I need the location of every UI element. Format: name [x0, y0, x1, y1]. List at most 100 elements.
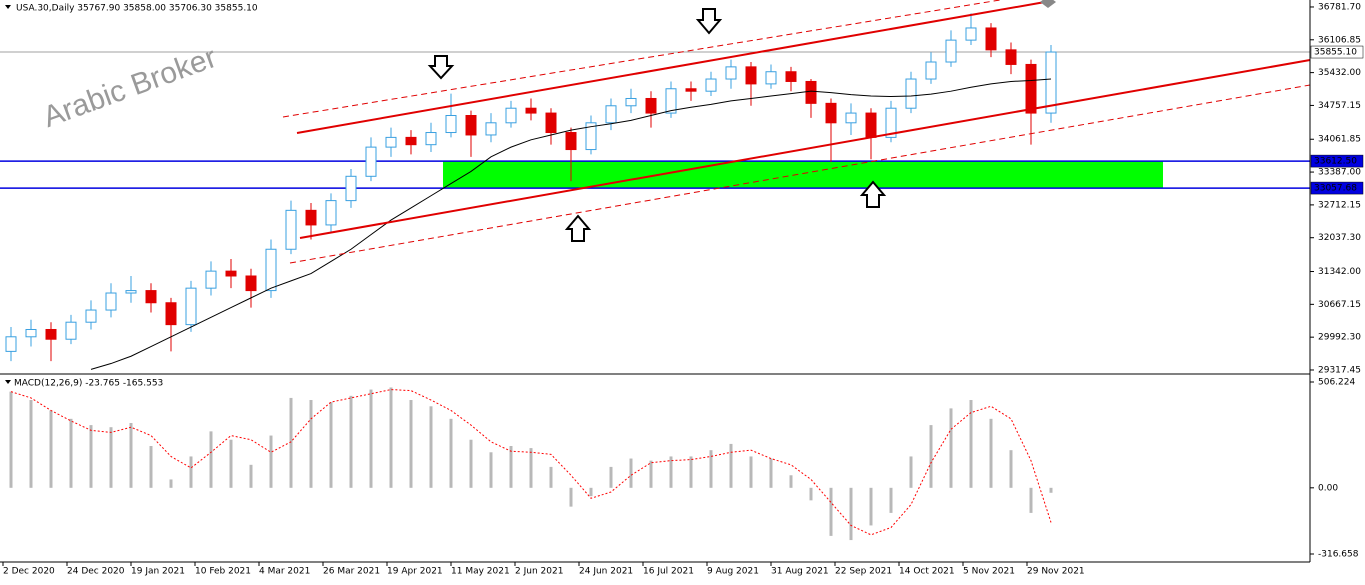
price-level-tag	[1310, 45, 1364, 59]
macd-bar	[349, 395, 353, 488]
macd-y-tick-label: 0.00	[1318, 483, 1338, 493]
x-tick-label: 9 Aug 2021	[707, 567, 759, 577]
macd-bar	[929, 425, 933, 488]
candle-body	[645, 97, 657, 114]
macd-bar	[809, 487, 813, 501]
macd-bar	[69, 418, 73, 488]
macd-bar	[1029, 487, 1033, 513]
arrow-down	[427, 55, 455, 80]
candle-body	[945, 39, 957, 63]
candle-body	[5, 336, 17, 352]
candle-body	[1045, 51, 1057, 114]
candle-body	[25, 328, 37, 338]
macd-bar	[729, 443, 733, 488]
candle-body	[225, 270, 237, 277]
x-tick-label: 19 Jan 2021	[131, 567, 185, 577]
macd-bar	[669, 456, 673, 488]
macd-bar	[1009, 450, 1013, 488]
candle-body	[525, 107, 537, 114]
macd-bar	[709, 450, 713, 488]
moving-average	[90, 78, 1052, 370]
candle-body	[325, 200, 337, 226]
price-level-label: 33612.50	[1314, 157, 1357, 167]
x-tick-label: 11 May 2021	[451, 567, 510, 577]
symbol-icon	[5, 5, 11, 9]
macd-bar	[769, 458, 773, 488]
macd-bar	[109, 427, 113, 488]
price-level-label: 35855.10	[1314, 48, 1357, 58]
macd-bar	[49, 410, 53, 488]
candle-layer	[5, 13, 1057, 541]
macd-y-tick-label: 506.224	[1318, 377, 1355, 387]
candle-body	[545, 112, 557, 134]
macd-bar	[869, 487, 873, 526]
chart-title: USA.30,Daily 35767.90 35858.00 35706.30 …	[16, 4, 258, 14]
x-tick-label: 2 Jun 2021	[515, 567, 563, 577]
macd-bar	[649, 460, 653, 488]
macd-bar	[189, 456, 193, 488]
macd-bar	[829, 487, 833, 536]
y-tick-label: 35432.00	[1318, 68, 1361, 78]
macd-bar	[309, 400, 313, 488]
arrow-down	[695, 8, 723, 35]
candle-body	[1025, 63, 1037, 114]
macd-bar	[989, 418, 993, 488]
x-tick-label: 5 Nov 2021	[963, 567, 1015, 577]
candle-body	[365, 146, 377, 177]
candle-body	[865, 112, 877, 138]
candle-body	[165, 302, 177, 326]
macd-bar	[449, 418, 453, 488]
x-tick-label: 29 Nov 2021	[1027, 567, 1085, 577]
candle-body	[885, 107, 897, 138]
y-tick-label: 30667.15	[1318, 300, 1361, 310]
macd-bar	[969, 400, 973, 488]
macd-bar	[749, 456, 753, 488]
candle-body	[85, 309, 97, 323]
y-tick-label: 32037.30	[1318, 233, 1361, 243]
macd-bar	[389, 387, 393, 488]
macd-bar	[549, 466, 553, 488]
x-tick-label: 4 Mar 2021	[259, 567, 310, 577]
trend-line	[296, 1, 1046, 134]
candle-body	[125, 290, 137, 294]
y-tick-label: 29992.30	[1318, 333, 1361, 343]
candle-body	[605, 105, 617, 124]
candle-body	[345, 175, 357, 202]
macd-bar	[289, 397, 293, 488]
macd-bar	[269, 435, 273, 488]
macd-bar	[889, 487, 893, 513]
macd-bar	[569, 487, 573, 507]
indicator-icon	[5, 380, 11, 384]
candle-body	[585, 122, 597, 151]
y-tick-label: 34061.85	[1318, 135, 1361, 145]
line-handle	[1040, 0, 1056, 8]
candle-body	[405, 136, 417, 146]
x-tick-label: 24 Jun 2021	[579, 567, 633, 577]
macd-bar	[949, 408, 953, 488]
candle-body	[265, 248, 277, 292]
candle-body	[485, 122, 497, 136]
macd-bar	[229, 439, 233, 488]
candle-body	[625, 97, 637, 107]
candle-body	[185, 287, 197, 326]
price-level-label: 33057.68	[1314, 184, 1357, 194]
x-tick-label: 10 Feb 2021	[195, 567, 251, 577]
price-level-tag	[1310, 181, 1364, 195]
candle-body	[1005, 49, 1017, 65]
macd-bar	[629, 458, 633, 488]
candle-body	[745, 66, 757, 85]
candle-body	[565, 132, 577, 151]
trend-line	[299, 59, 1311, 239]
macd-bar	[149, 446, 153, 488]
candle-body	[285, 209, 297, 250]
candle-body	[705, 78, 717, 92]
macd-bar	[509, 446, 513, 488]
candle-body	[45, 328, 57, 340]
trend-line-dashed	[289, 84, 1311, 264]
macd-bar	[369, 389, 373, 488]
candle-body	[425, 132, 437, 146]
macd-bar	[1049, 487, 1053, 493]
macd-bar	[249, 464, 253, 488]
